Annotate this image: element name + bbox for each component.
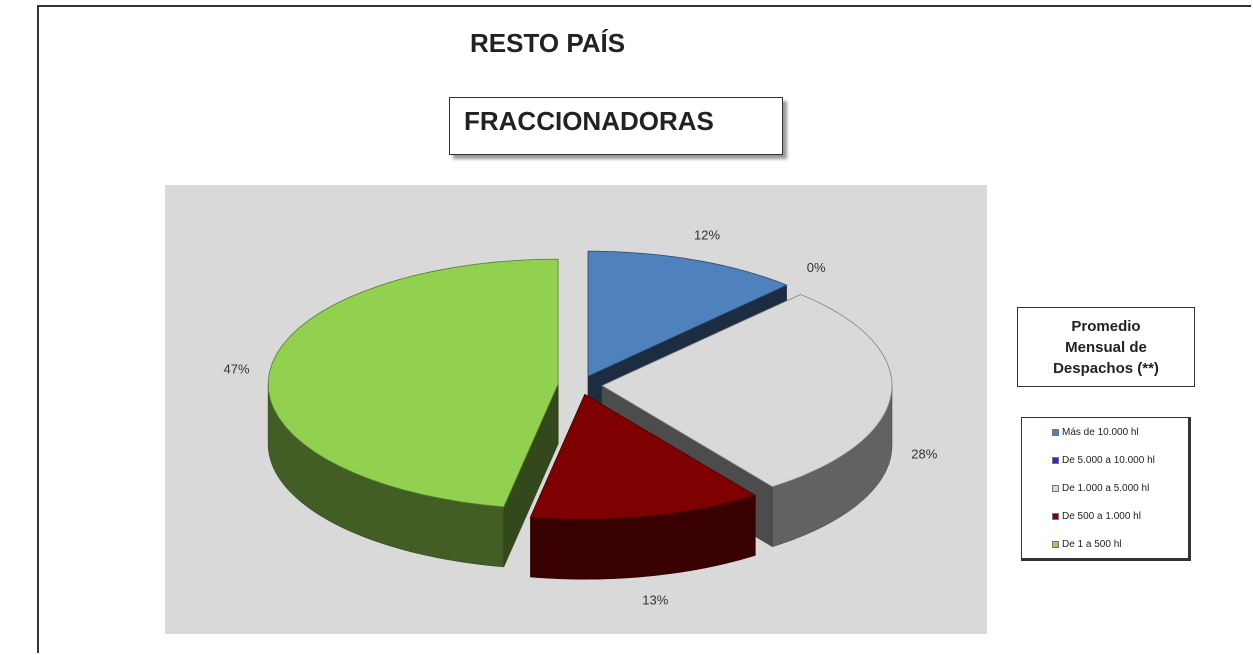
- legend-swatch: [1052, 513, 1059, 520]
- data-label: 28%: [911, 446, 937, 461]
- legend-item: De 500 a 1.000 hl: [1052, 511, 1188, 539]
- legend-label: Más de 10.000 hl: [1062, 427, 1139, 438]
- frame: [37, 5, 1251, 653]
- data-label: 12%: [694, 228, 720, 243]
- legend-label: De 5.000 a 10.000 hl: [1062, 455, 1155, 466]
- legend-swatch: [1052, 485, 1059, 492]
- chart-title: RESTO PAÍS: [470, 28, 626, 58]
- legend-item: De 1 a 500 hl: [1052, 539, 1188, 567]
- legend-label: De 500 a 1.000 hl: [1062, 511, 1141, 522]
- legend-swatch: [1052, 457, 1059, 464]
- slice: [601, 294, 893, 488]
- legend-item: De 1.000 a 5.000 hl: [1052, 483, 1188, 511]
- legend-label: De 1 a 500 hl: [1062, 539, 1122, 550]
- data-label: 47%: [224, 361, 250, 376]
- data-label: 0%: [807, 260, 826, 275]
- legend-item: Más de 10.000 hl: [1052, 427, 1188, 455]
- slice: [587, 250, 788, 377]
- legend-item: De 5.000 a 10.000 hl: [1052, 455, 1188, 483]
- legend-swatch: [1052, 541, 1059, 548]
- slice: [267, 258, 559, 508]
- data-label: 13%: [642, 593, 668, 608]
- legend: Más de 10.000 hl De 5.000 a 10.000 hl De 1…: [1021, 417, 1191, 561]
- legend-swatch: [1052, 429, 1059, 436]
- slice: [529, 393, 757, 520]
- legend-title: Promedio Mensual de Despachos (**): [1017, 307, 1195, 387]
- chart-subtitle: FRACCIONADORAS: [449, 97, 783, 155]
- legend-label: De 1.000 a 5.000 hl: [1062, 483, 1150, 494]
